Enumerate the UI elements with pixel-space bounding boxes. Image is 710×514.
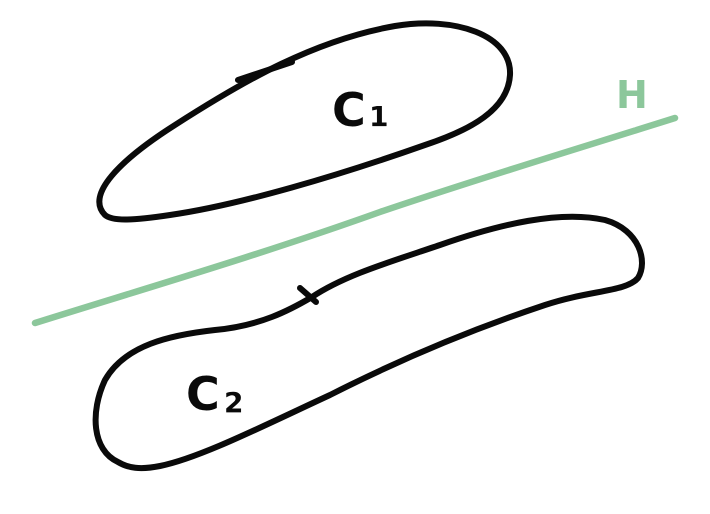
set-c1-outline	[96, 20, 514, 223]
hyperplane-line	[31, 114, 679, 327]
set-c1-tick-mark	[235, 59, 295, 83]
set-c2-outline	[92, 213, 645, 472]
label-c1-subscript: 1	[369, 100, 388, 133]
label-c1: C	[332, 83, 366, 137]
label-c2-subscript: 2	[224, 386, 243, 419]
label-c2: C	[186, 367, 220, 421]
set-c2-tick-mark	[297, 285, 319, 305]
label-hyperplane: H	[616, 73, 648, 117]
